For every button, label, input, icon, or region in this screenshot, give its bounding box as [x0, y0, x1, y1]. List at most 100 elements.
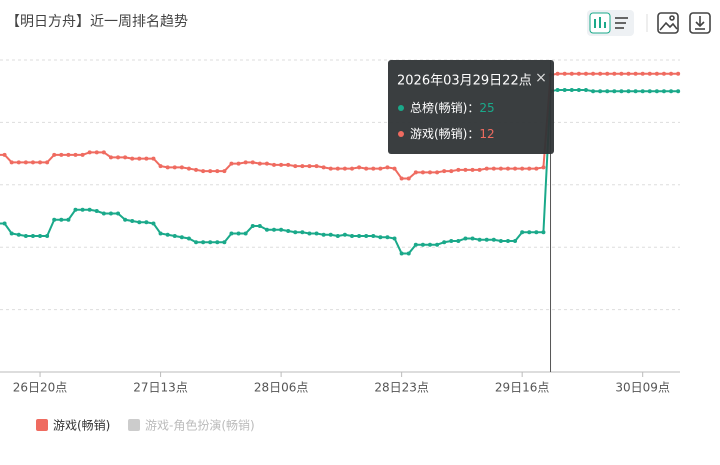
point — [569, 71, 574, 76]
point — [130, 218, 135, 223]
point — [583, 71, 588, 76]
point — [66, 152, 71, 157]
point — [477, 237, 482, 242]
point — [385, 235, 390, 240]
point — [293, 230, 298, 235]
point — [80, 152, 85, 157]
point — [286, 228, 291, 233]
point — [137, 156, 142, 161]
x-tick-label: 26日20点 — [13, 381, 68, 395]
point — [491, 166, 496, 171]
point — [541, 230, 546, 235]
point — [101, 150, 106, 155]
point — [307, 231, 312, 236]
point — [513, 238, 518, 243]
point — [314, 231, 319, 236]
point — [562, 87, 567, 92]
point — [576, 71, 581, 76]
point — [406, 176, 411, 181]
point — [38, 160, 43, 165]
point — [598, 71, 603, 76]
point — [23, 233, 28, 238]
x-tick-label: 28日23点 — [374, 381, 429, 395]
point — [201, 240, 206, 245]
image-button[interactable] — [657, 12, 679, 34]
point — [413, 170, 418, 175]
point — [470, 167, 475, 172]
point — [45, 160, 50, 165]
tooltip-item: 总榜(畅销)：25 — [410, 100, 495, 115]
point — [612, 89, 617, 94]
point — [279, 162, 284, 167]
point — [498, 238, 503, 243]
point — [569, 87, 574, 92]
point — [215, 169, 220, 174]
point — [165, 165, 170, 170]
point — [179, 165, 184, 170]
point — [30, 160, 35, 165]
point — [2, 221, 7, 226]
list-icon[interactable] — [615, 17, 628, 29]
point — [208, 169, 213, 174]
point — [335, 166, 340, 171]
point — [300, 164, 305, 169]
point — [16, 232, 21, 237]
point — [186, 166, 191, 171]
point — [229, 161, 234, 166]
point — [158, 231, 163, 236]
point — [45, 233, 50, 238]
point — [456, 238, 461, 243]
point — [484, 166, 489, 171]
point — [87, 150, 92, 155]
point — [151, 156, 156, 161]
point — [371, 166, 376, 171]
download-button[interactable] — [689, 12, 711, 34]
tooltip-sep: ： — [467, 101, 479, 115]
point — [605, 71, 610, 76]
point — [342, 232, 347, 237]
point — [591, 89, 596, 94]
point — [250, 160, 255, 165]
point — [66, 217, 71, 222]
x-tick-label: 27日13点 — [133, 381, 188, 395]
point — [640, 89, 645, 94]
point — [534, 230, 539, 235]
chart-title: 【明日方舟】近一周排名趋势 — [6, 14, 188, 30]
point — [172, 233, 177, 238]
legend-label[interactable]: 游戏-角色扮演(畅销) — [145, 418, 255, 433]
point — [385, 165, 390, 170]
point — [406, 251, 411, 256]
x-tick-label: 29日16点 — [495, 381, 550, 395]
point — [371, 233, 376, 238]
point — [413, 242, 418, 247]
point — [236, 161, 241, 166]
point — [357, 165, 362, 170]
point — [158, 164, 163, 169]
point — [314, 164, 319, 169]
legend-marker — [128, 419, 140, 431]
tooltip: 2026年03月29日22点 × 总榜(畅销)：25 游戏(畅销)：12 — [388, 60, 554, 154]
point — [350, 166, 354, 171]
point — [222, 169, 227, 174]
point — [108, 155, 113, 160]
point — [470, 236, 475, 241]
line — [0, 88, 679, 255]
point — [505, 166, 510, 171]
point — [456, 167, 461, 172]
point — [80, 207, 85, 212]
point — [364, 233, 369, 238]
tooltip-value: 12 — [479, 127, 494, 141]
point — [520, 166, 525, 171]
point — [9, 231, 14, 236]
point — [399, 251, 404, 256]
tooltip-value: 25 — [479, 101, 494, 115]
point — [243, 160, 248, 165]
legend-label[interactable]: 游戏(畅销) — [53, 419, 110, 433]
tooltip-close[interactable]: × — [535, 70, 547, 86]
point — [286, 162, 291, 167]
point — [264, 227, 269, 232]
tooltip-dot — [398, 105, 404, 111]
point — [647, 71, 652, 76]
point — [186, 236, 191, 241]
point — [435, 170, 440, 175]
